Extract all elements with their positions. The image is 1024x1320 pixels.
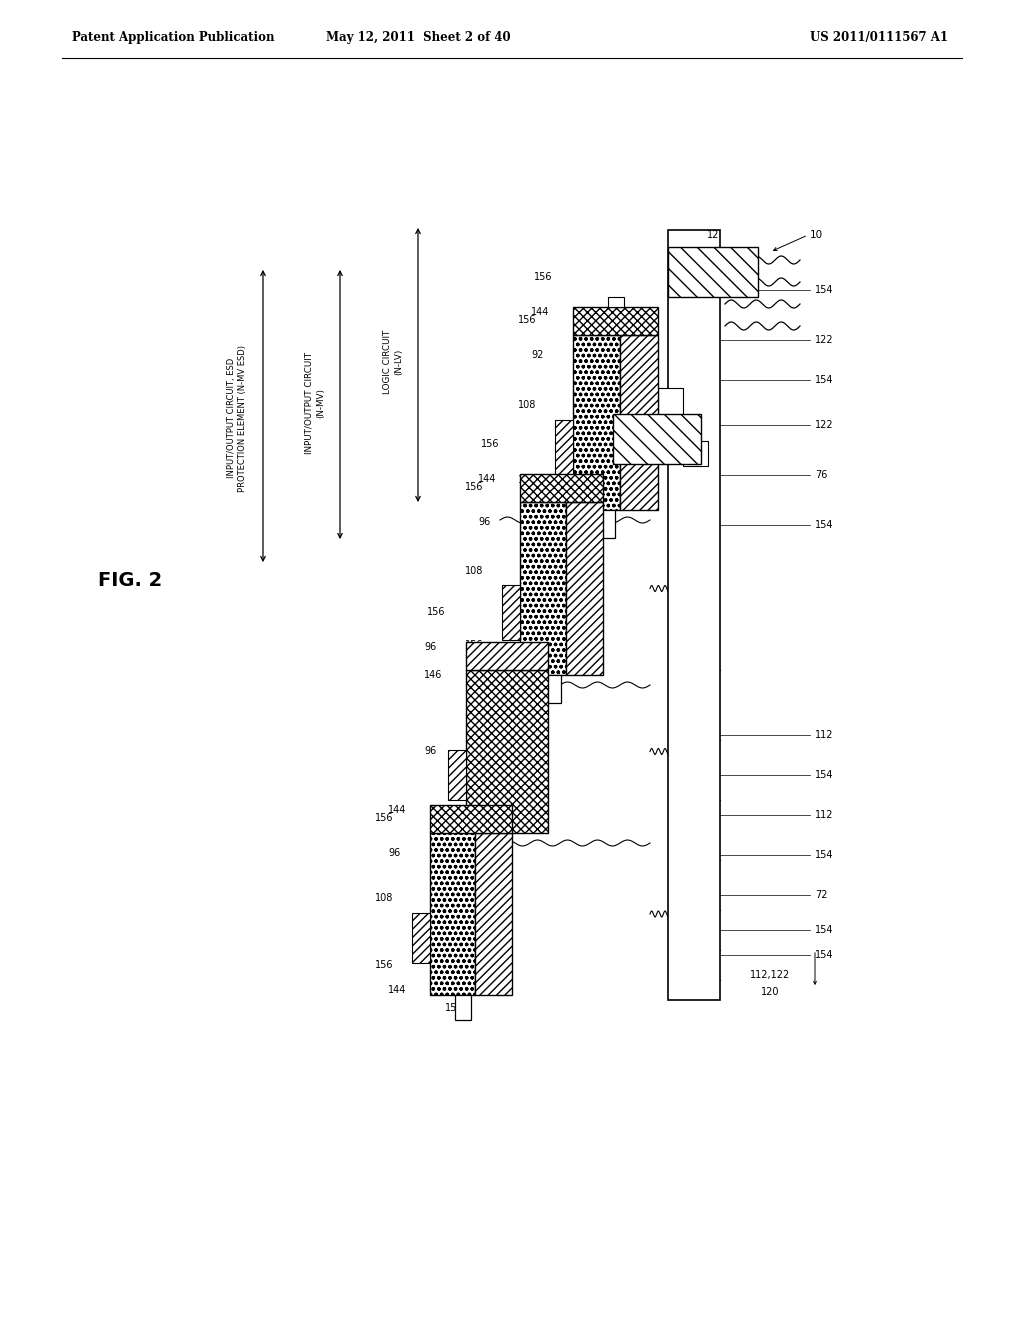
Bar	[683, 441, 708, 466]
Bar	[455, 995, 471, 1020]
Text: 76: 76	[815, 470, 827, 480]
Bar	[430, 833, 475, 995]
Text: 96: 96	[424, 642, 436, 652]
Text: 108: 108	[465, 566, 483, 577]
Text: 122: 122	[815, 420, 834, 430]
Text: 108: 108	[518, 400, 537, 411]
Text: 10: 10	[810, 230, 823, 240]
Text: 154: 154	[815, 950, 834, 960]
Bar	[545, 675, 561, 704]
Text: 12: 12	[707, 230, 719, 240]
Text: 156: 156	[534, 272, 552, 282]
Text: INPUT/OUTPUT CIRCUIT, ESD
PROTECTION ELEMENT (N-MV ESD): INPUT/OUTPUT CIRCUIT, ESD PROTECTION ELE…	[226, 345, 248, 491]
Text: 112,122: 112,122	[750, 970, 791, 979]
Text: 146: 146	[424, 671, 442, 680]
Bar	[466, 671, 548, 833]
Text: 144: 144	[388, 805, 407, 814]
Text: 112: 112	[815, 810, 834, 820]
Bar	[502, 585, 520, 640]
Text: FIG. 2: FIG. 2	[98, 570, 162, 590]
Text: 156: 156	[465, 640, 483, 649]
Text: US 2011/0111567 A1: US 2011/0111567 A1	[810, 30, 948, 44]
Bar	[490, 833, 507, 858]
Text: Patent Application Publication: Patent Application Publication	[72, 30, 274, 44]
Text: LOGIC CIRCUIT
(N-LV): LOGIC CIRCUIT (N-LV)	[383, 330, 403, 395]
Text: 156: 156	[427, 607, 445, 616]
Bar	[412, 912, 430, 962]
Text: 156: 156	[536, 685, 554, 696]
Text: 156: 156	[518, 475, 537, 484]
Text: 144: 144	[531, 500, 549, 510]
Bar	[668, 230, 720, 1001]
Text: 108: 108	[375, 892, 393, 903]
Text: 156: 156	[518, 315, 537, 325]
Text: 154: 154	[815, 850, 834, 861]
Text: 156: 156	[481, 841, 500, 851]
Text: 144: 144	[478, 665, 497, 675]
Text: 154: 154	[815, 520, 834, 531]
Bar	[475, 833, 512, 995]
Text: 96: 96	[478, 517, 490, 527]
Text: 156: 156	[445, 1003, 464, 1012]
Text: 12: 12	[651, 397, 664, 407]
Text: 96: 96	[388, 847, 400, 858]
Text: 154: 154	[815, 925, 834, 935]
Bar	[520, 502, 565, 675]
Text: 144: 144	[531, 308, 549, 317]
Text: 154: 154	[815, 285, 834, 294]
Text: 154: 154	[815, 770, 834, 780]
Bar	[430, 805, 512, 833]
Bar	[573, 335, 620, 510]
Bar	[620, 335, 658, 510]
Text: 120: 120	[761, 987, 779, 997]
Text: 156: 156	[589, 520, 608, 531]
Bar	[658, 388, 683, 422]
Bar	[565, 502, 603, 675]
Text: 96: 96	[424, 747, 436, 756]
Bar	[668, 247, 758, 297]
Text: 144: 144	[388, 985, 407, 995]
Text: 144: 144	[478, 474, 497, 484]
Text: 156: 156	[465, 482, 483, 492]
Bar	[449, 750, 466, 800]
Bar	[573, 308, 658, 335]
Text: 156: 156	[375, 960, 393, 970]
Text: INPUT/OUTPUT CIRCUIT
(N-MV): INPUT/OUTPUT CIRCUIT (N-MV)	[304, 352, 326, 454]
Text: 122: 122	[815, 335, 834, 345]
Bar	[607, 297, 624, 308]
Bar	[466, 642, 548, 671]
Bar	[613, 414, 701, 465]
Text: 112: 112	[815, 730, 834, 741]
Text: 156: 156	[480, 440, 500, 449]
Bar	[520, 474, 603, 502]
Bar	[599, 510, 615, 539]
Text: 156: 156	[375, 813, 393, 822]
Bar	[555, 420, 573, 475]
Text: May 12, 2011  Sheet 2 of 40: May 12, 2011 Sheet 2 of 40	[326, 30, 510, 44]
Text: 154: 154	[815, 375, 834, 385]
Text: 92: 92	[531, 350, 544, 360]
Text: 72: 72	[815, 890, 827, 900]
